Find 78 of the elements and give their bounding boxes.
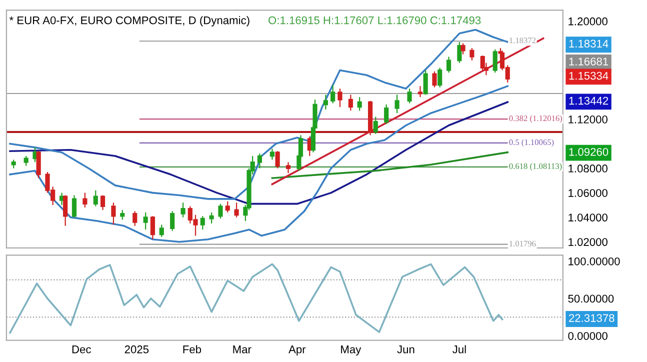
candlestick [407,88,412,104]
x-tick-label: Apr [288,346,306,356]
x-tick-label: 2025 [124,345,149,354]
line-series [9,263,504,334]
candlestick [432,70,437,88]
candlestick [394,94,400,114]
candlestick [36,150,41,179]
x-tick-label: Jul [452,345,466,354]
x-tick-label: Jun [397,346,414,354]
candlestick [93,190,98,207]
line-series [271,151,509,179]
chart-subtitle: O:1.16915 H:1.17607 L:1.16790 C:1.17493 [268,16,481,24]
y-tick-label: 1.04000 [568,214,608,222]
candlestick [457,41,462,64]
candlestick [470,48,474,61]
text: 1.13442 [569,96,608,105]
x-tick-label: Mar [233,346,252,354]
candlestick [132,210,138,226]
candlestick [357,96,362,112]
y-tick-label: 1.20000 [568,17,608,26]
y-tick-label: 1.06000 [568,189,608,197]
candlestick [218,203,223,220]
candlestick [492,48,498,74]
candlestick [373,116,378,135]
ref-line-label: 1.18372 [510,38,536,44]
candlestick [275,150,280,169]
candlestick [446,56,452,74]
candlestick [384,104,389,125]
candlestick [63,194,68,226]
candlestick [460,42,466,55]
candlestick [338,88,342,108]
candlestick [120,209,125,220]
ref-line-label: 1.01796 [510,240,536,246]
ref-line-label: 0.5 (1.10065) [509,139,554,147]
candlestick [150,216,156,240]
text: 1.16681 [569,58,608,66]
candlestick [330,84,336,104]
candlestick [270,148,274,160]
candlestick [159,224,164,238]
x-tick-label: Feb [183,345,202,354]
ref-line-label: 0.382 (1.12016) [509,115,562,123]
candlestick [32,146,38,163]
candlestick [423,70,428,96]
x-tick-label: May [341,346,362,356]
candlestick [286,162,291,174]
candlestick [348,94,353,112]
y-tick-label: 50.00000 [568,294,614,303]
y-tick-label: 0.00000 [568,332,608,340]
text: 1.09260 [569,148,608,156]
y-tick-label: 100.00000 [568,257,620,266]
candlestick [257,153,262,169]
text: 22.31378 [569,314,614,322]
candlestick [418,86,423,98]
candlestick [82,192,88,208]
ref-line-label: 0.618 (1.08113) [509,163,562,171]
candlestick [170,210,175,232]
candlestick [438,67,442,88]
candlestick [209,212,214,224]
candlestick [100,194,106,211]
y-tick-label: 1.12000 [568,116,608,124]
chart-title: * EUR A0-FX, EURO COMPOSITE, D (Dynamic) [9,16,250,26]
x-tick-label: Dec [72,346,91,354]
y-tick-label: 1.02000 [568,238,608,246]
candlestick [143,212,148,230]
text: 1.15334 [569,72,608,80]
candlestick [480,54,485,71]
text: 1.18314 [569,40,608,48]
candlestick [200,216,205,230]
candlestick [323,94,328,110]
line-series [9,101,509,205]
y-tick-label: 1.08000 [568,164,608,172]
candlestick [234,202,239,218]
candlestick [24,155,28,166]
line-series [9,85,509,243]
candlestick [72,194,77,218]
candlestick [180,202,186,218]
candlestick [111,202,116,226]
candlestick [225,200,230,213]
